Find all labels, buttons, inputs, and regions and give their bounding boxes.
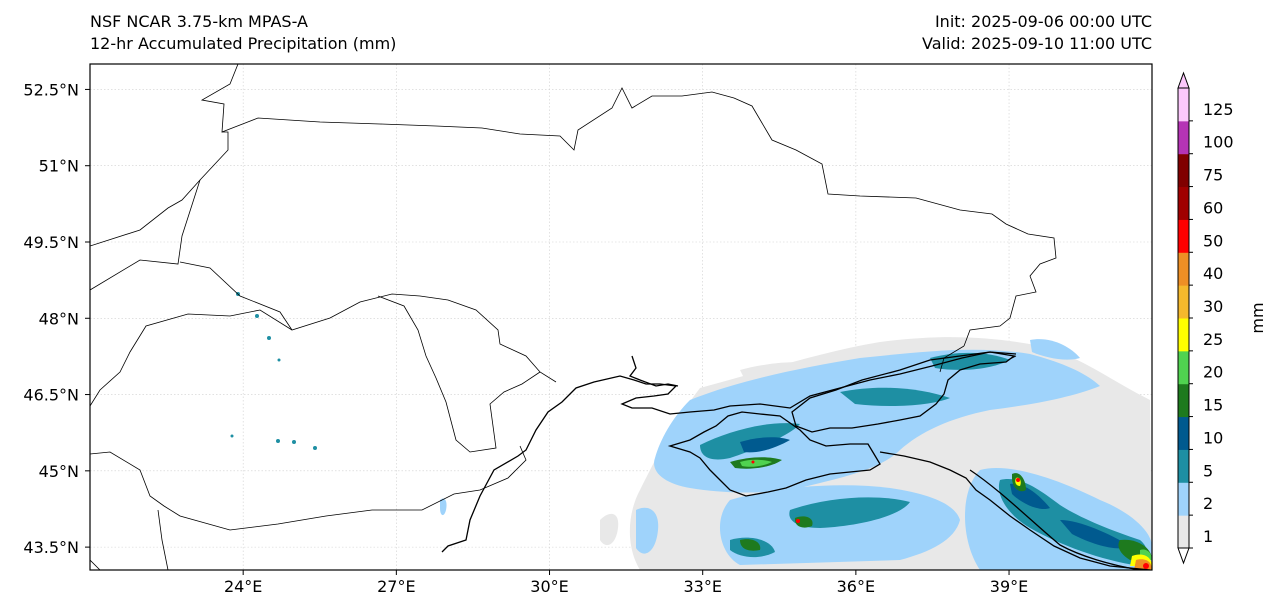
longitude-axis: 24°E 27°E 30°E 33°E 36°E 39°E xyxy=(224,570,1028,596)
coastline-crimea xyxy=(667,411,881,497)
border-romania-hungary xyxy=(90,309,293,407)
lon-tick-label: 24°E xyxy=(224,577,262,596)
lat-tick-label: 51°N xyxy=(39,157,79,176)
colorbar-segment xyxy=(1178,416,1189,450)
colorbar-segment xyxy=(1178,219,1189,253)
coastline-azov xyxy=(791,351,1016,433)
lat-tick-label: 45°N xyxy=(39,462,79,481)
colorbar-label: 30 xyxy=(1203,297,1223,316)
border-serbia xyxy=(90,509,169,570)
colorbar-segment xyxy=(1178,285,1189,319)
colorbar-segment xyxy=(1178,88,1189,122)
coastline-black-sea-east xyxy=(879,451,1151,570)
colorbar-label: 50 xyxy=(1203,231,1223,250)
colorbar-segment xyxy=(1178,383,1189,418)
lon-tick-label: 39°E xyxy=(990,577,1028,596)
colorbar-label: 75 xyxy=(1203,166,1223,185)
latitude-axis: 52.5°N 51°N 49.5°N 48°N 46.5°N 45°N 43.5°N xyxy=(23,80,90,557)
colorbar-label: 2 xyxy=(1203,494,1213,513)
dnieper-river xyxy=(628,355,679,387)
colorbar-label: 125 xyxy=(1203,100,1234,119)
colorbar-segment xyxy=(1178,186,1189,220)
colorbar-label: 20 xyxy=(1203,363,1223,382)
colorbar-segment xyxy=(1178,318,1189,352)
map-frame xyxy=(89,63,1153,571)
lon-tick-label: 36°E xyxy=(837,577,875,596)
border-belarus-poland xyxy=(90,131,229,247)
border-romania-bulgaria xyxy=(90,445,527,531)
colorbar-label: 1 xyxy=(1203,527,1213,546)
colorbar-label: 10 xyxy=(1203,428,1223,447)
border-moldova xyxy=(377,295,541,453)
lon-tick-label: 33°E xyxy=(683,577,721,596)
model-name: NSF NCAR 3.75-km MPAS-A xyxy=(90,12,308,31)
lon-tick-label: 30°E xyxy=(530,577,568,596)
country-border-north xyxy=(200,64,1057,347)
colorbar-segment xyxy=(1178,449,1189,483)
coastline-west xyxy=(441,351,1017,553)
colorbar-label: 40 xyxy=(1203,264,1223,283)
product-name: 12-hr Accumulated Precipitation (mm) xyxy=(90,34,397,53)
lat-tick-label: 46.5°N xyxy=(23,386,79,405)
colorbar-segment xyxy=(1178,252,1189,286)
colorbar-label: 60 xyxy=(1203,198,1223,217)
colorbar-label: 15 xyxy=(1203,396,1223,415)
colorbar-extend-max xyxy=(1177,71,1190,89)
lat-tick-label: 49.5°N xyxy=(23,233,79,252)
graticule xyxy=(90,64,1152,570)
border-georgia xyxy=(969,469,1141,570)
boundaries xyxy=(90,64,1151,570)
colorbar-segment xyxy=(1178,120,1189,155)
border-carpathian xyxy=(179,261,557,383)
border-west xyxy=(90,179,201,291)
colorbar-segment xyxy=(1178,515,1189,549)
colorbar-segment xyxy=(1178,153,1189,188)
valid-time: Valid: 2025-09-10 11:00 UTC xyxy=(921,34,1152,53)
precip-50mm-area xyxy=(751,460,1149,569)
colorbar-label: 5 xyxy=(1203,461,1213,480)
colorbar-label: 25 xyxy=(1203,330,1223,349)
init-time: Init: 2025-09-06 00:00 UTC xyxy=(934,12,1152,31)
title-right: Init: 2025-09-06 00:00 UTC Valid: 2025-0… xyxy=(922,11,1152,55)
lat-tick-label: 43.5°N xyxy=(23,538,79,557)
colorbar-segment xyxy=(1178,350,1189,385)
lat-tick-label: 48°N xyxy=(39,309,79,328)
colorbar-extend-min xyxy=(1177,547,1190,565)
colorbar-outline xyxy=(1177,88,1190,548)
colorbar-label: 100 xyxy=(1203,133,1234,152)
precip-small-cells xyxy=(230,292,317,450)
colorbar-segment xyxy=(1178,482,1189,516)
precip-field xyxy=(230,292,1152,570)
lat-tick-label: 52.5°N xyxy=(23,80,79,99)
lon-tick-label: 27°E xyxy=(377,577,415,596)
colorbar-units: mm xyxy=(1248,302,1267,333)
title-left: NSF NCAR 3.75-km MPAS-A 12-hr Accumulate… xyxy=(90,11,396,55)
